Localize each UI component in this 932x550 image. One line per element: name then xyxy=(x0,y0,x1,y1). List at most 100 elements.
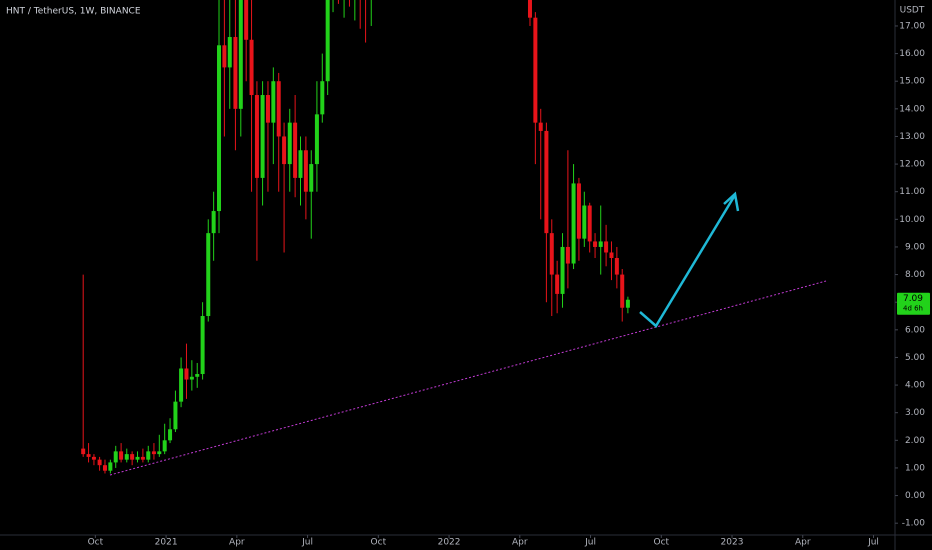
arrow-drawing xyxy=(639,194,737,328)
x-tick-label: Oct xyxy=(653,538,669,548)
y-tick-label: 2.00 xyxy=(905,436,925,446)
candle-body xyxy=(260,95,265,178)
candle-body xyxy=(560,246,565,294)
candle-body xyxy=(576,183,581,239)
y-tick-label: 16.00 xyxy=(899,49,925,59)
x-tick-label: Apr xyxy=(512,538,528,548)
x-tick-label: Oct xyxy=(88,538,104,548)
y-tick-label: 12.00 xyxy=(899,160,925,170)
candle-body xyxy=(211,211,216,234)
y-tick-label: 0.00 xyxy=(905,491,925,501)
x-tick-label: 2021 xyxy=(155,538,178,548)
x-tick-label: 2022 xyxy=(438,538,461,548)
y-tick-label: 14.00 xyxy=(899,104,925,114)
y-tick-label: 10.00 xyxy=(899,215,925,225)
y-tick-label: 8.00 xyxy=(905,270,925,280)
candle-body xyxy=(271,81,276,123)
candle-body xyxy=(124,454,129,460)
candle-body xyxy=(195,374,200,377)
candle-body xyxy=(227,37,232,68)
candle-body xyxy=(173,401,178,430)
candle-body xyxy=(206,233,211,317)
candle-body xyxy=(604,241,609,253)
candle-body xyxy=(140,456,145,460)
x-tick-label: 2023 xyxy=(721,538,744,548)
candle-body xyxy=(593,241,598,247)
candle-body xyxy=(249,39,254,96)
candle-body xyxy=(625,299,630,308)
candle-body xyxy=(130,454,135,460)
candle-body xyxy=(265,95,270,123)
candle-body xyxy=(151,451,156,455)
candle-body xyxy=(86,454,91,457)
candle-body xyxy=(293,122,298,178)
symbol-header: HNT / TetherUS, 1W, BINANCE xyxy=(6,7,141,17)
candle-body xyxy=(97,459,102,466)
candle-body xyxy=(254,95,259,178)
x-tick-label: Apr xyxy=(229,538,245,548)
candle-body xyxy=(544,130,549,234)
arrow-head xyxy=(723,191,740,212)
y-tick-label: 6.00 xyxy=(905,325,925,335)
candle-body xyxy=(320,81,325,115)
candle-body xyxy=(276,81,281,137)
axis-unit: USDT xyxy=(900,6,925,16)
candle-body xyxy=(325,0,330,82)
y-tick-label: 13.00 xyxy=(899,132,925,142)
candle-body xyxy=(233,37,238,109)
candle-body xyxy=(113,451,118,463)
candle-body xyxy=(582,205,587,239)
candle-body xyxy=(303,150,308,192)
candle-body xyxy=(565,246,570,264)
candle-body xyxy=(282,136,287,165)
candle-body xyxy=(189,376,194,380)
candle-body xyxy=(533,17,538,123)
candle-body xyxy=(217,45,222,212)
last-price-box xyxy=(897,292,930,315)
candle-body xyxy=(238,0,243,109)
candle-body xyxy=(119,451,124,460)
candle-body xyxy=(108,462,113,471)
y-tick-label: 4.00 xyxy=(905,381,925,391)
plot-area xyxy=(81,0,630,474)
candle-body xyxy=(609,252,614,259)
candle-body xyxy=(309,164,314,192)
candle-body xyxy=(200,316,205,375)
y-tick-label: -1.00 xyxy=(902,519,926,529)
candle-body xyxy=(587,205,592,242)
y-tick-label: 11.00 xyxy=(899,187,925,197)
countdown-label: 4d 6h xyxy=(903,305,923,313)
candle-body xyxy=(244,0,249,40)
x-tick-label: Jul xyxy=(584,538,596,548)
candle-body xyxy=(184,368,189,380)
x-tick-label: Apr xyxy=(795,538,811,548)
candle-body xyxy=(527,0,532,18)
candle-body xyxy=(549,233,554,275)
x-tick-label: Jul xyxy=(867,538,879,548)
y-tick-label: 17.00 xyxy=(899,21,925,31)
candle-body xyxy=(135,456,140,460)
x-tick-label: Jul xyxy=(301,538,313,548)
x-tick-label: Oct xyxy=(371,538,387,548)
candle-body xyxy=(146,451,151,460)
candle-body xyxy=(157,451,162,455)
candle-body xyxy=(287,122,292,165)
candle-body xyxy=(538,122,543,131)
candle-body xyxy=(620,274,625,308)
candle-body xyxy=(555,274,560,294)
y-tick-label: 15.00 xyxy=(899,77,925,87)
candle-body xyxy=(314,114,319,165)
y-tick-label: 3.00 xyxy=(905,408,925,418)
y-tick-label: 5.00 xyxy=(905,353,925,363)
y-tick-label: 9.00 xyxy=(905,242,925,252)
last-price-label: 7.09 xyxy=(903,294,923,304)
candle-body xyxy=(614,258,619,275)
candle-body xyxy=(168,429,173,441)
candle-body xyxy=(298,150,303,178)
candle-body xyxy=(81,448,86,455)
candle-body xyxy=(179,368,184,402)
candle-body xyxy=(222,45,227,68)
